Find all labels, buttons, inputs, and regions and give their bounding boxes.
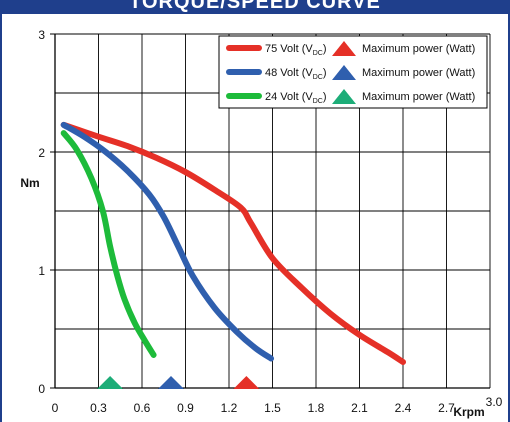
- x-tick-label: 2.4: [395, 401, 412, 415]
- y-tick-label: 1: [38, 264, 45, 278]
- y-axis-label: Nm: [20, 176, 39, 190]
- x-axis-label: Krpm: [453, 405, 484, 419]
- max-power-triangle-2: [97, 376, 123, 389]
- max-power-triangle-1: [158, 376, 184, 389]
- series-lines: [64, 125, 403, 362]
- x-tick-label: 0.3: [90, 401, 107, 415]
- x-tick-label: 1.8: [308, 401, 325, 415]
- legend-power-label-2: Maximum power (Watt): [362, 91, 475, 103]
- x-tick-label: 3.0: [486, 395, 503, 409]
- x-tick-label: 1.5: [264, 401, 281, 415]
- y-tick-label: 2: [38, 146, 45, 160]
- x-tick-label: 0: [52, 401, 59, 415]
- x-tick-label: 1.2: [221, 401, 238, 415]
- x-tick-label: 0.9: [177, 401, 194, 415]
- legend-power-label-0: Maximum power (Watt): [362, 43, 475, 55]
- max-power-markers: [97, 376, 259, 389]
- y-tick-label: 3: [38, 28, 45, 42]
- legend-power-label-1: Maximum power (Watt): [362, 67, 475, 79]
- x-tick-label: 0.6: [134, 401, 151, 415]
- x-tick-label: 2.1: [351, 401, 368, 415]
- y-tick-label: 0: [38, 382, 45, 396]
- max-power-triangle-0: [233, 376, 259, 389]
- legend: 75 Volt (VDC) Maximum power (Watt)48 Volt…: [219, 36, 487, 108]
- series-line-2: [64, 133, 154, 355]
